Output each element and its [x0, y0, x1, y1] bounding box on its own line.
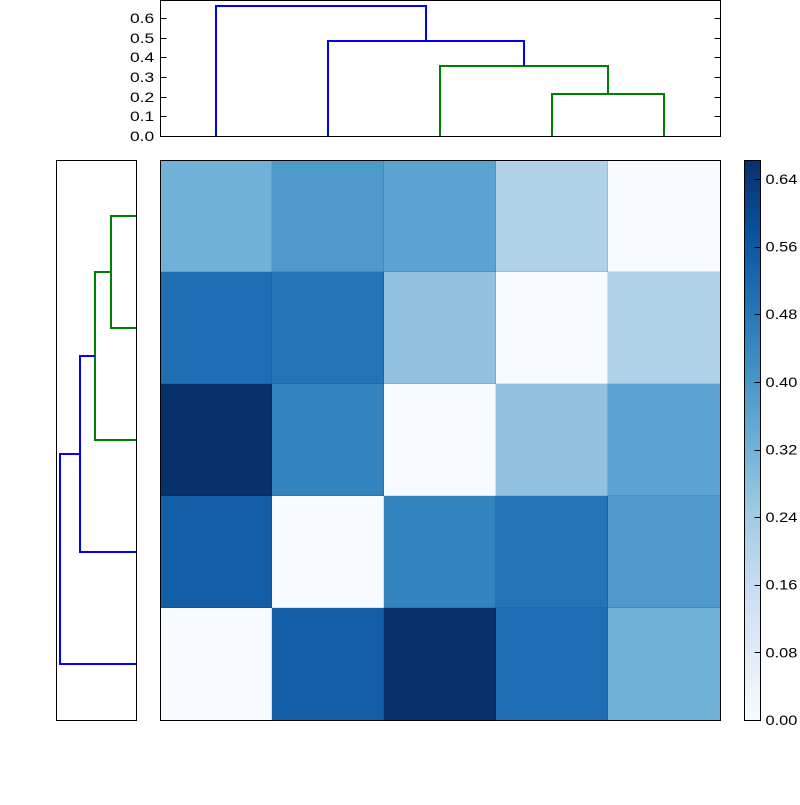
- svg-text:0.32: 0.32: [766, 441, 798, 457]
- svg-text:0.0: 0.0: [130, 128, 154, 144]
- svg-text:0.5: 0.5: [130, 30, 154, 46]
- svg-text:0.4: 0.4: [130, 49, 154, 65]
- svg-text:0.00: 0.00: [766, 712, 798, 728]
- svg-text:0.3: 0.3: [130, 69, 154, 85]
- svg-text:0.56: 0.56: [766, 239, 798, 255]
- svg-text:0.1: 0.1: [130, 108, 154, 124]
- svg-text:0.48: 0.48: [766, 306, 798, 322]
- svg-text:0.24: 0.24: [766, 509, 798, 525]
- svg-text:0.6: 0.6: [130, 10, 154, 26]
- svg-text:0.16: 0.16: [766, 577, 798, 593]
- svg-text:0.08: 0.08: [766, 644, 798, 660]
- svg-text:0.40: 0.40: [766, 374, 798, 390]
- svg-text:0.64: 0.64: [766, 171, 798, 187]
- svg-text:0.2: 0.2: [130, 89, 154, 105]
